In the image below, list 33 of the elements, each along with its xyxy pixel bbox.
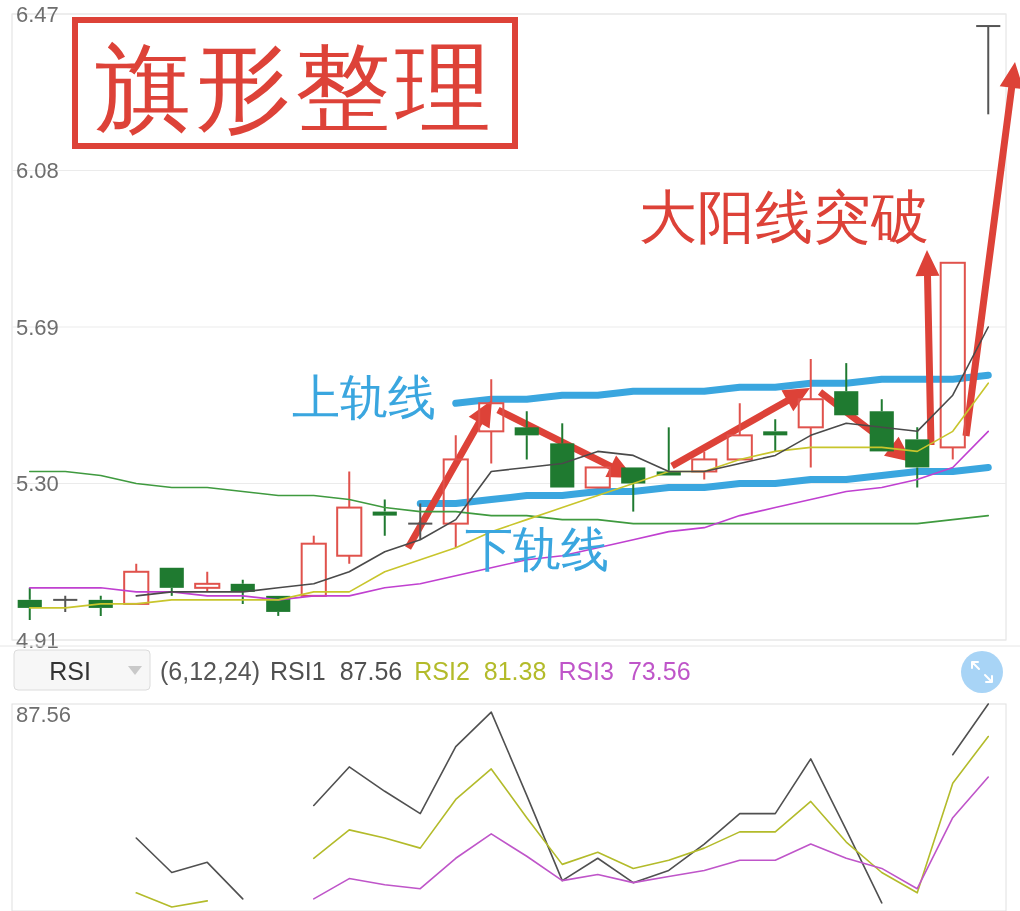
candlestick [869,398,894,452]
text: RSI2 [414,657,470,685]
text: 73.56 [627,657,691,685]
candlestick [797,358,824,469]
candlestick [408,502,433,541]
y-tick-label: 5.30 [16,471,59,496]
candlestick [336,470,363,565]
candlestick [550,422,575,488]
y-tick-label: 5.69 [16,314,59,340]
text: RSI1 [270,657,326,685]
candlestick [478,378,505,465]
candlestick [763,418,788,453]
text: RSI [49,657,91,685]
y-tick-label: 6.08 [16,158,59,183]
candlestick [372,498,397,537]
text: RSI3 [558,657,614,685]
candlestick [939,261,966,461]
candlestick [976,25,1001,116]
annotation: 87.56 [16,701,72,727]
text: (6,12,24) [160,657,261,685]
candlestick [514,410,539,461]
text: 87.56 [339,657,403,685]
annotation: 大阳线突破 [639,183,929,249]
text: 81.38 [483,657,547,685]
candlestick [905,426,930,489]
candlestick [621,467,646,513]
candlestick [834,362,859,416]
y-tick-label: 4.91 [16,627,59,653]
candlestick [17,586,42,621]
chart-title: 旗形整理 [95,33,495,141]
series-label: 上轨线 [291,370,436,424]
candlestick [726,402,753,461]
y-tick-label: 6.47 [16,1,59,27]
